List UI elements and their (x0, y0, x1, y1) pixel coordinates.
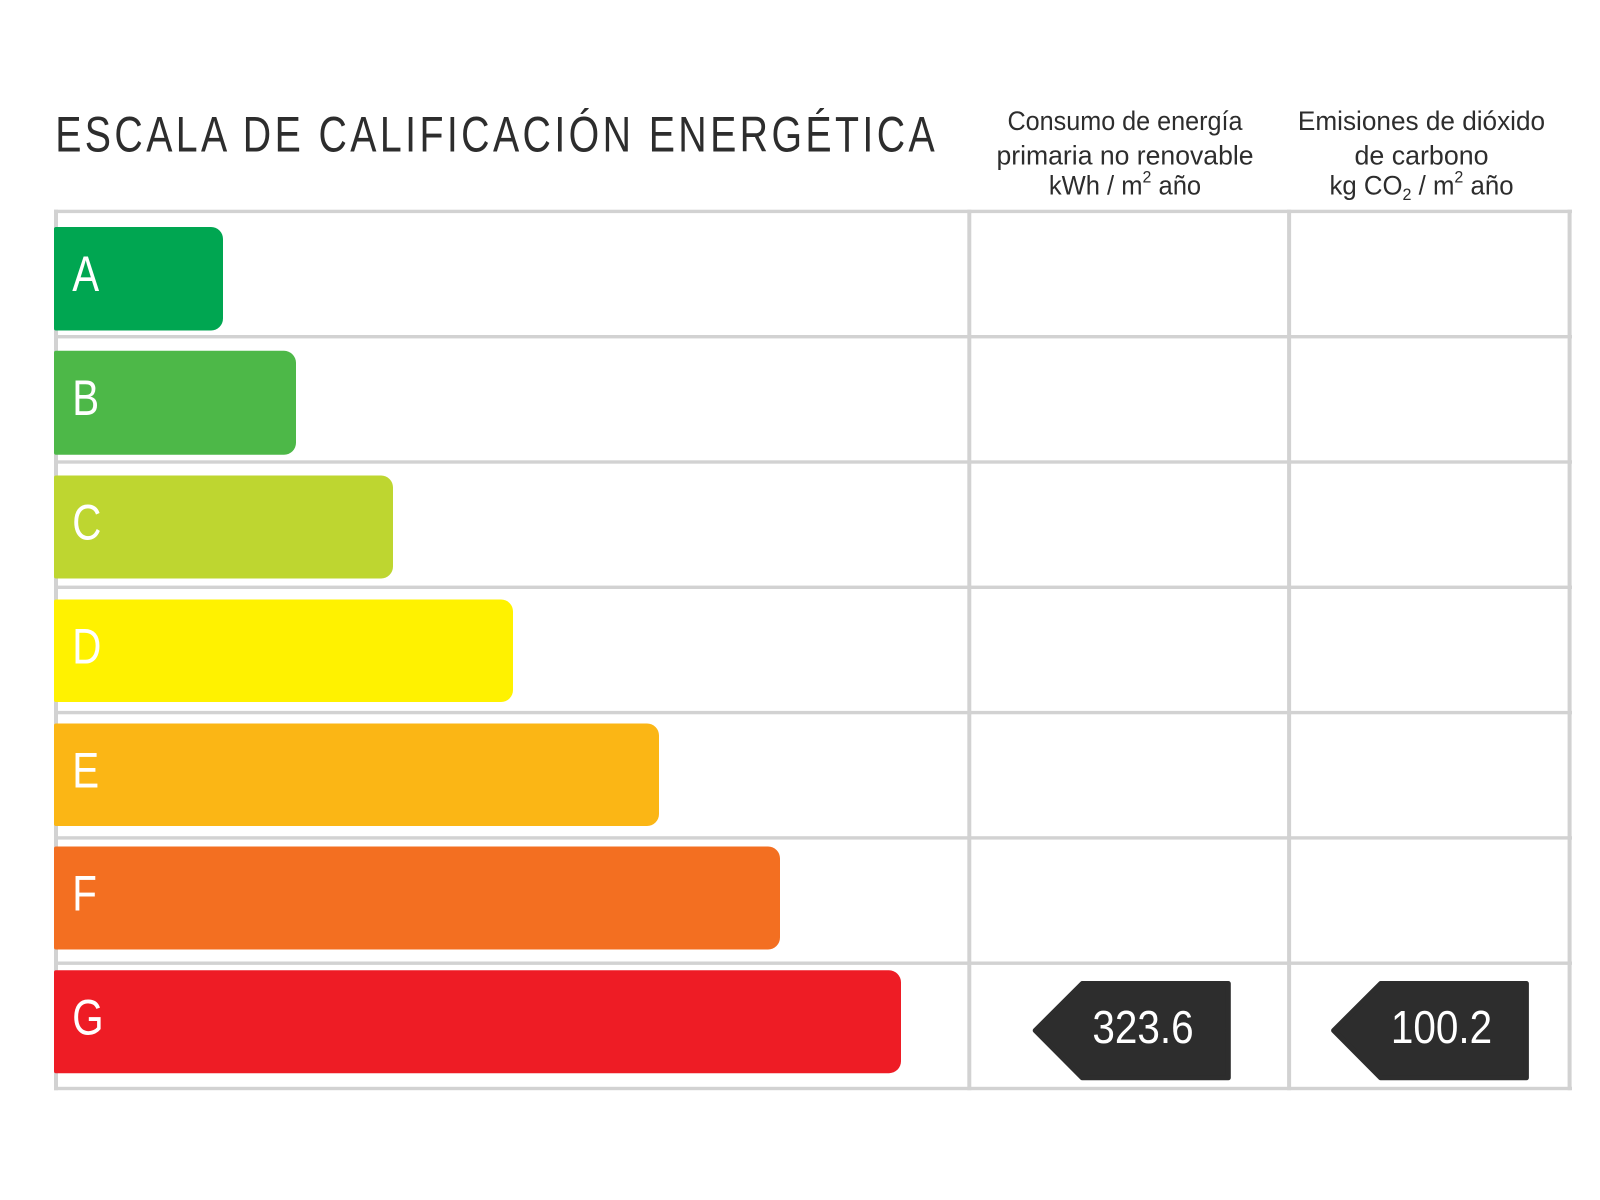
svg-text:primaria no renovable: primaria no renovable (996, 140, 1253, 170)
svg-text:G: G (72, 989, 103, 1045)
svg-text:ESCALA DE CALIFICACIÓN ENERGÉT: ESCALA DE CALIFICACIÓN ENERGÉTICA (55, 106, 938, 163)
svg-text:E: E (72, 742, 99, 798)
svg-text:F: F (72, 865, 97, 921)
svg-text:A: A (72, 246, 99, 302)
svg-text:de carbono: de carbono (1354, 140, 1488, 170)
svg-text:323.6: 323.6 (1092, 1003, 1193, 1054)
svg-text:D: D (72, 618, 101, 674)
svg-text:100.2: 100.2 (1391, 1003, 1492, 1054)
svg-text:Emisiones de dióxido: Emisiones de dióxido (1298, 106, 1545, 137)
svg-text:kWh / m2 año: kWh / m2 año (1049, 168, 1201, 201)
svg-text:B: B (72, 370, 99, 426)
svg-text:C: C (72, 494, 101, 550)
svg-text:Consumo de energía: Consumo de energía (1007, 105, 1242, 136)
svg-text:kg CO2 / m2 año: kg CO2 / m2 año (1329, 167, 1513, 204)
